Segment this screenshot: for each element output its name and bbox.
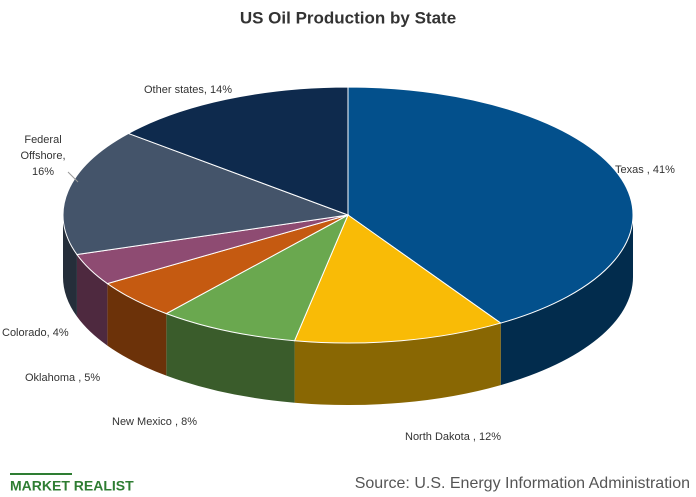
data-label: Federal xyxy=(24,134,61,146)
slice-side xyxy=(107,283,167,376)
slice-side xyxy=(63,215,77,317)
brand: MARKET REALIST xyxy=(10,478,134,494)
data-label: North Dakota , 12% xyxy=(405,431,501,443)
data-label: New Mexico , 8% xyxy=(112,416,197,428)
data-label: Texas , 41% xyxy=(615,164,675,176)
data-label: Other states, 14% xyxy=(144,84,232,96)
data-label: 16% xyxy=(32,166,54,178)
slice xyxy=(165,213,350,342)
slice-side xyxy=(294,323,501,405)
leader-line xyxy=(67,171,79,183)
slice xyxy=(127,86,349,216)
data-label: Offshore, xyxy=(20,150,65,162)
slice xyxy=(293,214,502,344)
pie xyxy=(62,86,634,405)
slice xyxy=(62,132,349,256)
slice-side xyxy=(166,313,295,403)
chart-title: US Oil Production by State xyxy=(240,8,456,27)
source: Source: U.S. Energy Information Administ… xyxy=(355,475,690,492)
slice xyxy=(347,86,634,324)
data-label: Colorado, 4% xyxy=(2,327,69,339)
data-label: Oklahoma , 5% xyxy=(25,372,100,384)
slice-side xyxy=(500,215,633,386)
slice-side xyxy=(76,254,108,346)
